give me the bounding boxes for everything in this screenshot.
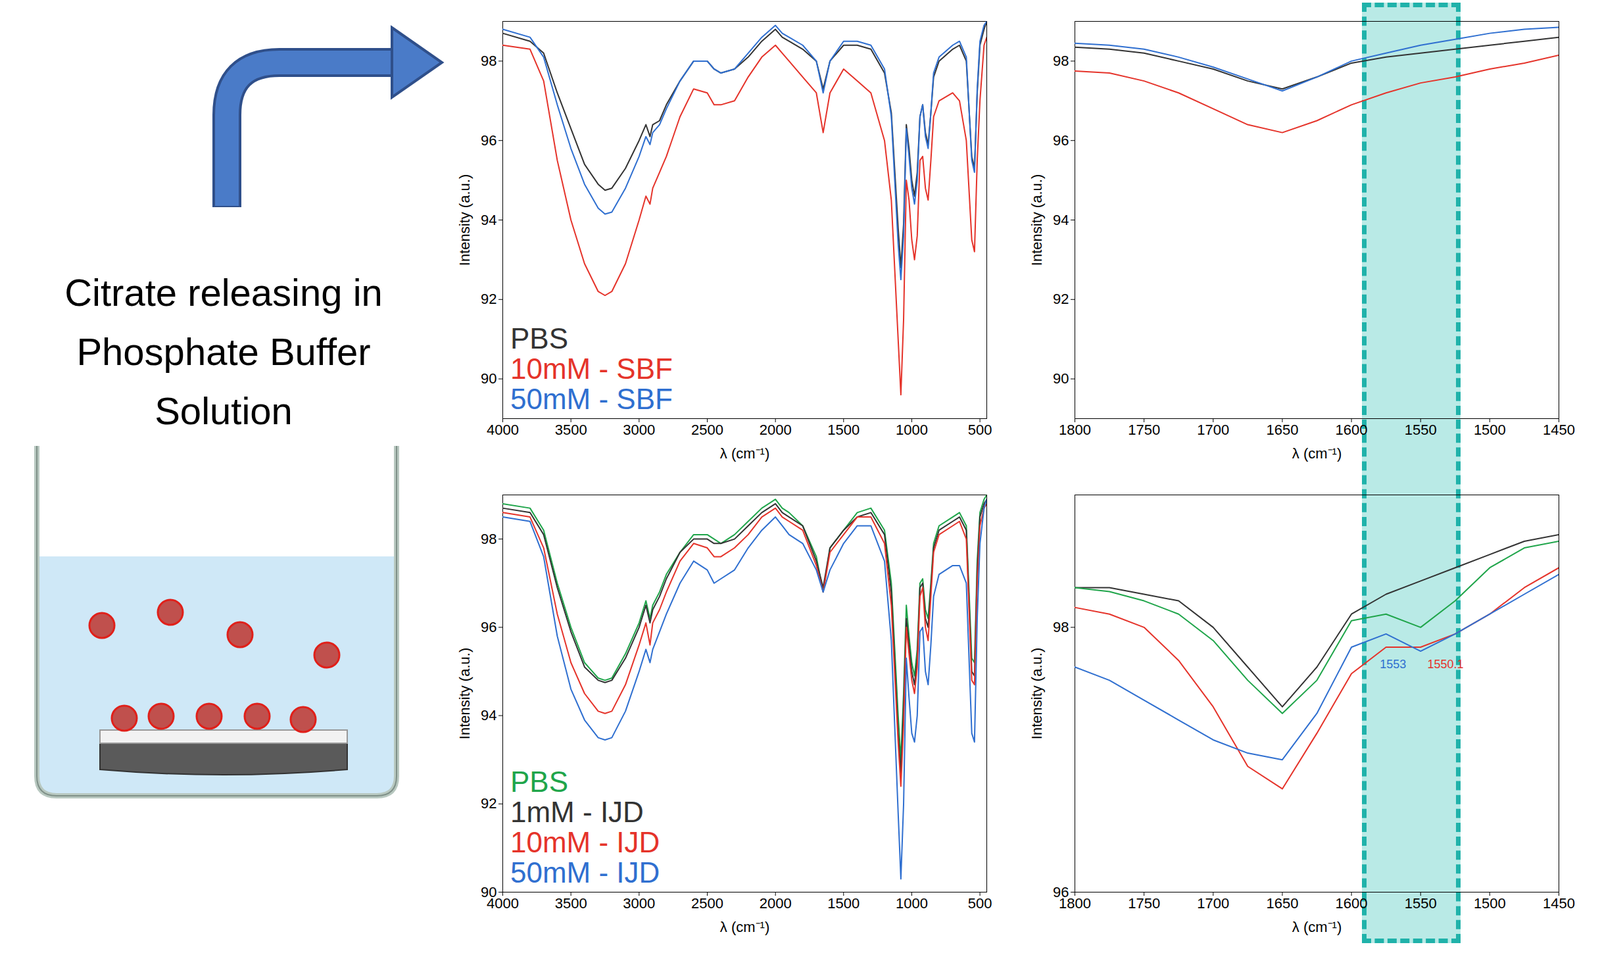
svg-text:1500: 1500 [827,895,860,912]
svg-text:3500: 3500 [555,421,588,438]
svg-text:500: 500 [968,895,993,912]
html-text:1mM - IJD: 1mM - IJD [510,795,644,828]
svg-text:1000: 1000 [895,895,928,912]
svg-text:90: 90 [480,370,497,387]
svg-text:1553: 1553 [1379,657,1407,671]
svg-text:94: 94 [480,706,497,724]
html-text:10mM - SBF: 10mM - SBF [510,352,673,385]
svg-text:98: 98 [480,52,497,70]
svg-text:1700: 1700 [1196,421,1230,438]
svg-text:98: 98 [1052,52,1069,70]
svg-text:1650: 1650 [1265,895,1299,912]
svg-text:2500: 2500 [691,895,724,912]
svg-text:96: 96 [480,618,497,636]
html-text:50mM - IJD: 50mM - IJD [510,856,660,889]
html-text:Citrate releasing in Phosphate: Citrate releasing in Phosphate Buffer So… [64,270,383,433]
svg-text:Intensity (a.u.): Intensity (a.u.) [456,647,473,740]
html-text:50mM - SBF: 50mM - SBF [510,382,673,415]
svg-text:1600: 1600 [1335,895,1368,912]
svg-text:4000: 4000 [486,421,519,438]
svg-text:1450: 1450 [1542,895,1576,912]
svg-text:1550: 1550 [1404,895,1437,912]
svg-text:2000: 2000 [759,895,792,912]
svg-text:96: 96 [1052,132,1069,149]
svg-text:92: 92 [480,795,497,812]
svg-text:1750: 1750 [1127,895,1161,912]
svg-text:2000: 2000 [759,421,792,438]
svg-text:98: 98 [480,530,497,548]
svg-text:λ (cm⁻¹): λ (cm⁻¹) [720,918,770,936]
svg-text:90: 90 [480,883,497,900]
svg-text:94: 94 [480,211,497,229]
svg-text:1800: 1800 [1058,421,1091,438]
svg-text:1750: 1750 [1127,421,1161,438]
svg-text:1450: 1450 [1542,421,1576,438]
svg-text:92: 92 [1052,290,1069,308]
svg-text:1500: 1500 [1473,421,1506,438]
svg-text:Intensity (a.u.): Intensity (a.u.) [1028,174,1045,266]
svg-text:1550.1: 1550.1 [1427,657,1464,671]
svg-text:1600: 1600 [1335,421,1368,438]
svg-text:1000: 1000 [895,421,928,438]
svg-text:96: 96 [480,132,497,149]
svg-text:4000: 4000 [486,895,519,912]
svg-text:3000: 3000 [622,421,655,438]
svg-text:3000: 3000 [622,895,655,912]
html-text:10mM - IJD: 10mM - IJD [510,825,660,859]
html-text:PBS: PBS [510,322,569,355]
svg-text:94: 94 [1052,211,1069,229]
svg-text:λ (cm⁻¹): λ (cm⁻¹) [720,445,770,462]
svg-text:1800: 1800 [1058,895,1091,912]
svg-text:λ (cm⁻¹): λ (cm⁻¹) [1292,445,1342,462]
svg-text:λ (cm⁻¹): λ (cm⁻¹) [1292,918,1342,936]
svg-text:2500: 2500 [691,421,724,438]
svg-text:Intensity (a.u.): Intensity (a.u.) [1028,647,1045,740]
svg-text:1700: 1700 [1196,895,1230,912]
svg-text:90: 90 [1052,370,1069,387]
svg-text:500: 500 [968,421,993,438]
svg-text:1500: 1500 [1473,895,1506,912]
svg-text:96: 96 [1052,883,1069,900]
svg-text:92: 92 [480,290,497,308]
svg-text:1650: 1650 [1265,421,1299,438]
svg-text:3500: 3500 [555,895,588,912]
svg-text:1500: 1500 [827,421,860,438]
svg-text:98: 98 [1052,618,1069,636]
svg-text:1550: 1550 [1404,421,1437,438]
svg-text:Intensity (a.u.): Intensity (a.u.) [456,174,473,266]
html-text:PBS: PBS [510,765,569,798]
